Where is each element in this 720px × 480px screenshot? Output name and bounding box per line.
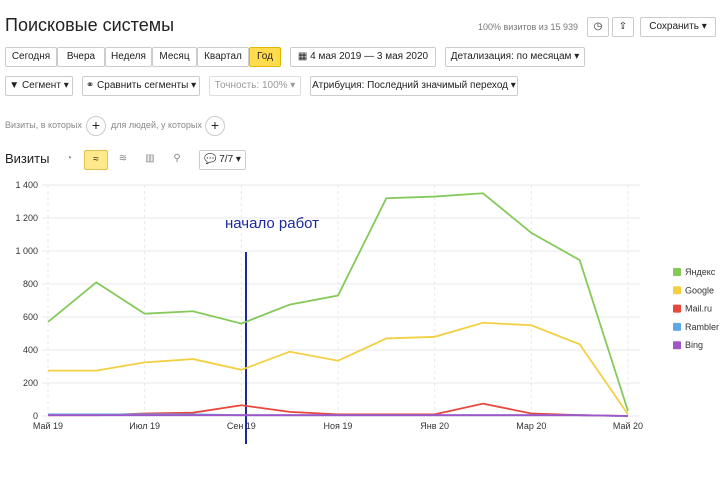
y-tick-label: 800: [23, 279, 38, 289]
legend-label: Rambler: [685, 322, 719, 332]
add-condition[interactable]: +: [86, 116, 106, 136]
legend-label: Mail.ru: [685, 304, 712, 314]
detail-label: Детализация: по месяцам: [450, 51, 572, 62]
x-tick-label: Ноя 19: [324, 421, 353, 431]
accuracy-button[interactable]: Точность: 100% ▾: [209, 76, 301, 96]
annotation: начало работ: [225, 215, 319, 232]
legend-swatch: [673, 322, 681, 331]
segment-label: Сегмент: [21, 80, 61, 91]
detail-button[interactable]: Детализация: по месяцам ▾: [445, 47, 585, 67]
period-button[interactable]: Сегодня: [5, 47, 57, 67]
legend-swatch: [673, 304, 681, 313]
y-tick-label: 600: [23, 312, 38, 322]
attribution-label: Атрибуция: Последний значимый переход: [312, 80, 508, 91]
map-icon[interactable]: ⚲: [166, 150, 188, 170]
x-tick-label: Мар 20: [516, 421, 546, 431]
x-tick-label: Май 19: [33, 421, 63, 431]
y-tick-label: 400: [23, 345, 38, 355]
people-condition: для людей, у которых: [111, 120, 202, 130]
y-tick-label: 1 000: [15, 246, 38, 256]
series-line: [48, 414, 629, 417]
y-tick-label: 1 400: [15, 180, 38, 190]
save-label: Сохранить: [649, 21, 699, 32]
series-count: 7/7: [219, 154, 234, 165]
period-button[interactable]: Неделя: [105, 47, 152, 67]
period-button[interactable]: Квартал: [197, 47, 249, 67]
date-range-button[interactable]: ▦ 4 мая 2019 — 3 мая 2020: [290, 47, 436, 67]
period-button[interactable]: Месяц: [152, 47, 197, 67]
export-button[interactable]: ⇪: [612, 17, 634, 37]
save-button[interactable]: Сохранить ▾: [640, 17, 716, 37]
segment-button[interactable]: ▼ Сегмент ▾: [5, 76, 73, 96]
legend-label: Google: [685, 285, 714, 295]
history-button[interactable]: ◷: [587, 17, 609, 37]
series-line: [48, 321, 629, 415]
series-line: [47, 192, 629, 412]
visits-share: 100% визитов из 15 939: [478, 22, 578, 32]
x-tick-label: Сен 19: [227, 421, 256, 431]
y-tick-label: 0: [33, 411, 38, 421]
series-count-button[interactable]: 💬 7/7 ▾: [199, 150, 246, 170]
chart: Май 20 Мар 20 Янв 20 Ноя 19 Сен 19 Июл 19 Май …: [15, 180, 719, 444]
y-tick-label: 1 200: [15, 213, 38, 223]
visits-condition: Визиты, в которых: [5, 120, 82, 130]
metric-label: Визиты: [5, 151, 50, 166]
bar-icon[interactable]: ▥: [139, 150, 161, 170]
compare-button[interactable]: ⚭ Сравнить сегменты ▾: [82, 76, 200, 96]
area-icon[interactable]: ≋: [112, 150, 134, 170]
period-button[interactable]: Вчера: [57, 47, 105, 67]
x-tick-label: Янв 20: [420, 421, 449, 431]
x-tick-label: Май 20: [613, 421, 643, 431]
accuracy-label: Точность: 100%: [214, 80, 288, 91]
date-range: 4 мая 2019 — 3 мая 2020: [310, 51, 429, 62]
legend-swatch: [673, 341, 681, 350]
legend-swatch: [673, 286, 681, 295]
legend-swatch: [673, 268, 681, 276]
y-tick-label: 200: [23, 378, 38, 388]
legend-label: Яндекс: [685, 267, 716, 277]
period-button-active[interactable]: Год: [249, 47, 281, 67]
add-condition[interactable]: +: [205, 116, 225, 136]
pie-icon[interactable]: ◔: [58, 150, 80, 170]
line-icon[interactable]: ≈: [84, 150, 108, 170]
attribution-button[interactable]: Атрибуция: Последний значимый переход ▾: [310, 76, 518, 96]
legend-label: Bing: [685, 340, 703, 350]
x-tick-label: Июл 19: [129, 421, 160, 431]
compare-label: Сравнить сегменты: [97, 80, 189, 91]
page-title: Поисковые системы: [5, 15, 175, 35]
